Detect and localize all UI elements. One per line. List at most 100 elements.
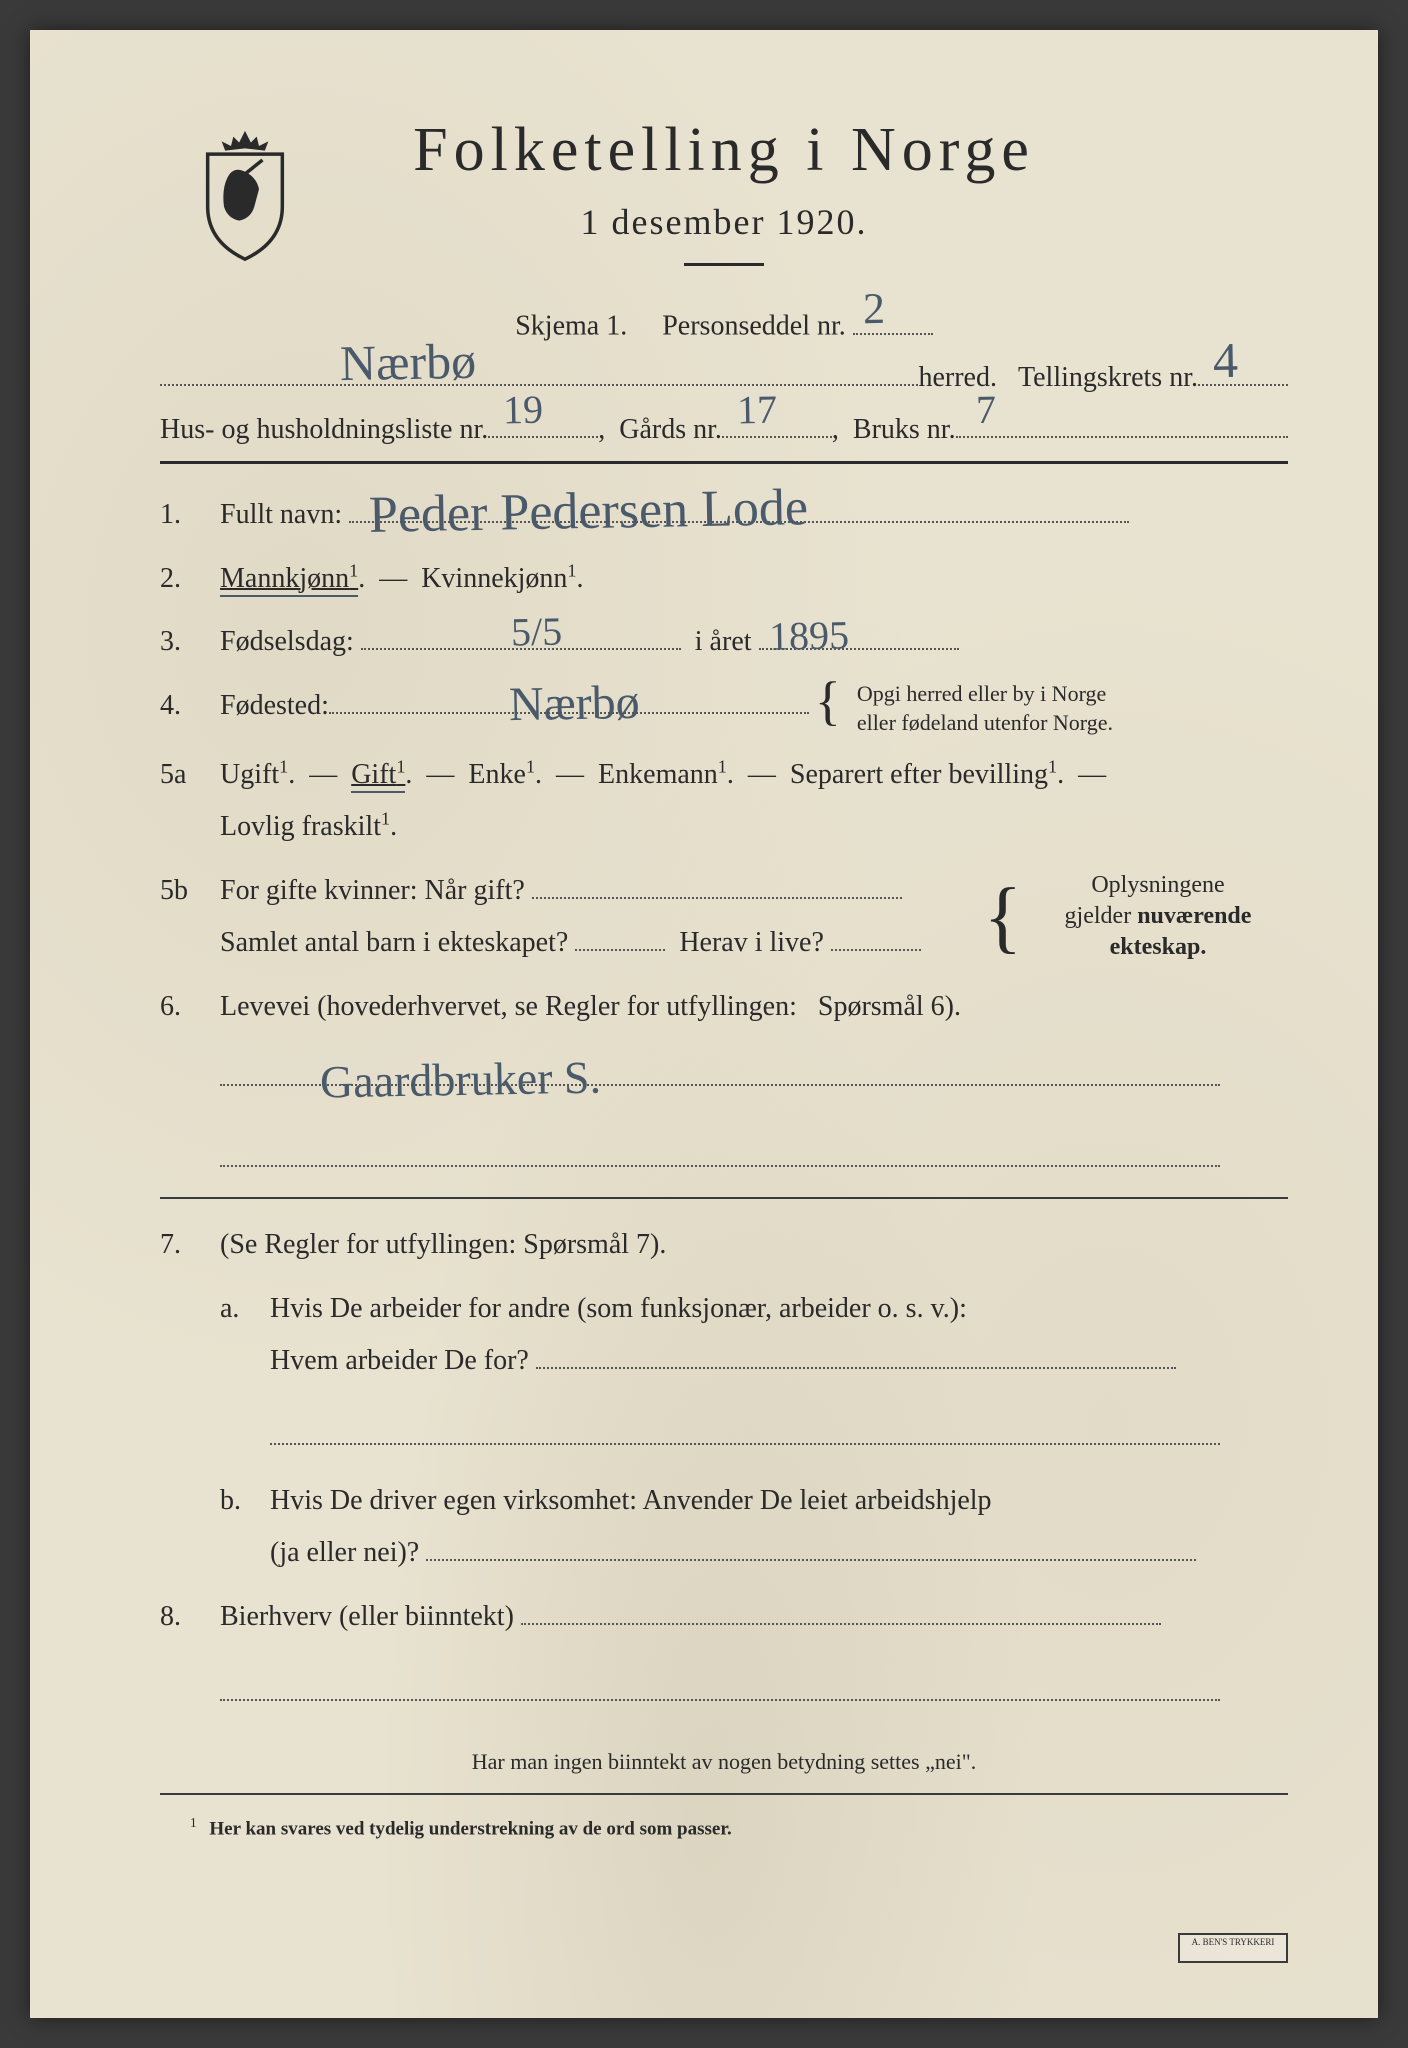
q5a-number: 5a <box>160 749 186 801</box>
personseddel-field: 2 <box>853 301 933 335</box>
q3: 3. Fødselsdag: 5/5 i året 1895 <box>160 616 1288 668</box>
q8-label: Bierhverv (eller biinntekt) <box>220 1601 514 1632</box>
q7a-letter: a. <box>220 1283 239 1335</box>
q4: 4. Fødested: Nærbø { Opgi herred eller b… <box>160 680 1288 737</box>
hus-value: 19 <box>503 386 544 434</box>
q7-intro: (Se Regler for utfyllingen: Spørsmål 7). <box>220 1229 666 1260</box>
q7a-field <box>536 1335 1176 1369</box>
q6-label: Levevei (hovederhvervet, se Regler for u… <box>220 991 797 1022</box>
gards-value: 17 <box>736 386 777 434</box>
brace-icon: { <box>815 680 841 723</box>
q7b-field <box>426 1527 1196 1561</box>
q3-year-label: i året <box>695 626 752 657</box>
hus-field: 19 <box>488 404 598 438</box>
q3-number: 3. <box>160 616 181 668</box>
q5b-field3 <box>831 917 921 951</box>
q5b-number: 5b <box>160 865 188 917</box>
q7a-line1: Hvis De arbeider for andre (som funksjon… <box>270 1293 967 1324</box>
q1-number: 1. <box>160 489 181 541</box>
q1-value: Peder Pedersen Lode <box>368 460 809 564</box>
q6-label2: Spørsmål 6). <box>818 991 961 1022</box>
q6-value: Gaardbruker S. <box>319 1035 601 1125</box>
q2-number: 2. <box>160 553 181 605</box>
herred-value: Nærbø <box>340 331 477 391</box>
personseddel-label: Personseddel nr. <box>662 311 846 342</box>
q8-number: 8. <box>160 1591 181 1643</box>
q5a-opt-3: Enkemann1 <box>598 759 727 790</box>
q5b-field1 <box>532 865 902 899</box>
q4-value: Nærbø <box>508 659 640 750</box>
q5b-field2 <box>575 917 665 951</box>
date-subtitle: 1 desember 1920. <box>160 201 1288 243</box>
q6-field: Gaardbruker S. <box>220 1052 1220 1086</box>
q2: 2. Mannkjønn1. — Kvinnekjønn1. <box>160 553 1288 605</box>
q2-male: Mannkjønn1 <box>220 563 358 597</box>
q8-field2 <box>220 1667 1220 1701</box>
q5b-line1: For gifte kvinner: Når gift? <box>220 875 525 906</box>
q5a: 5a Ugift1. — Gift1. — Enke1. — Enkemann1… <box>160 749 1288 853</box>
bruks-field: 7 <box>956 404 1288 438</box>
footnote-divider <box>160 1793 1288 1795</box>
section-divider <box>160 1197 1288 1199</box>
q6: 6. Levevei (hovederhvervet, se Regler fo… <box>160 981 1288 1186</box>
tellingskrets-value: 4 <box>1212 330 1238 388</box>
bruks-label: Bruks nr. <box>853 414 956 446</box>
q5a-opt-5: Lovlig fraskilt1 <box>220 811 390 842</box>
q4-label: Fødested: <box>220 680 329 732</box>
printer-stamp: A. BEN'S TRYKKERI <box>1178 1933 1288 1963</box>
brace-icon-2: { <box>984 885 1022 949</box>
q8-field <box>521 1591 1161 1625</box>
schema-line: Skjema 1. Personseddel nr. 2 <box>160 301 1288 343</box>
tellingskrets-label: Tellingskrets nr. <box>1018 362 1198 394</box>
q4-note: Opgi herred eller by i Norge eller fødel… <box>857 680 1113 737</box>
q5a-opt-1: Gift1 <box>351 759 405 793</box>
footnote-marker: 1 <box>190 1815 197 1830</box>
header: Folketelling i Norge 1 desember 1920. <box>160 115 1288 266</box>
census-form-page: Folketelling i Norge 1 desember 1920. Sk… <box>30 30 1378 2018</box>
q7a-line2: Hvem arbeider De for? <box>270 1345 529 1376</box>
q5a-opt-2: Enke1 <box>468 759 535 790</box>
gards-label: Gårds nr. <box>619 414 722 446</box>
hus-label: Hus- og husholdningsliste nr. <box>160 414 488 446</box>
personseddel-value: 2 <box>862 283 885 334</box>
q7b: b. Hvis De driver egen virksomhet: Anven… <box>160 1475 1288 1579</box>
footnote-rule: 1 Her kan svares ved tydelig understrekn… <box>160 1815 1288 1840</box>
q3-day-field: 5/5 <box>361 617 681 651</box>
herred-line: Nærbø herred. Tellingskrets nr. 4 <box>160 353 1288 395</box>
q7a-field2 <box>270 1412 1220 1446</box>
q5a-opt-4: Separert efter bevilling1 <box>790 759 1057 790</box>
bruks-value: 7 <box>975 386 996 433</box>
q3-year-value: 1895 <box>768 598 849 673</box>
main-title: Folketelling i Norge <box>160 115 1288 186</box>
q4-field: Nærbø <box>329 680 809 714</box>
q1-label: Fullt navn: <box>220 499 342 530</box>
q3-day-value: 5/5 <box>510 594 562 669</box>
q7b-letter: b. <box>220 1475 241 1527</box>
q7a: a. Hvis De arbeider for andre (som funks… <box>160 1283 1288 1463</box>
q6-field2 <box>220 1134 1220 1168</box>
q5b-line2b: Herav i live? <box>679 927 824 958</box>
q5b-left: For gifte kvinner: Når gift? Samlet anta… <box>220 865 978 969</box>
q5b-line2a: Samlet antal barn i ekteskapet? <box>220 927 568 958</box>
q6-number: 6. <box>160 981 181 1033</box>
q3-label: Fødselsdag: <box>220 626 354 657</box>
q1: 1. Fullt navn: Peder Pedersen Lode <box>160 489 1288 541</box>
q3-year-field: 1895 <box>759 617 959 651</box>
q7b-line2: (ja eller nei)? <box>270 1537 419 1568</box>
gards-field: 17 <box>722 404 832 438</box>
household-line: Hus- og husholdningsliste nr. 19 , Gårds… <box>160 404 1288 446</box>
q8: 8. Bierhverv (eller biinntekt) <box>160 1591 1288 1719</box>
tellingskrets-field: 4 <box>1198 353 1288 387</box>
divider <box>684 263 764 266</box>
q4-number: 4. <box>160 680 181 732</box>
q7b-line1: Hvis De driver egen virksomhet: Anvender… <box>270 1485 992 1516</box>
skjema-label: Skjema 1. <box>515 311 627 342</box>
q2-female: Kvinnekjønn1 <box>421 563 576 594</box>
q5b: 5b For gifte kvinner: Når gift? Samlet a… <box>160 865 1288 969</box>
herred-field: Nærbø <box>160 353 918 387</box>
q7: 7. (Se Regler for utfyllingen: Spørsmål … <box>160 1219 1288 1271</box>
q5a-opt-0: Ugift1 <box>220 759 288 790</box>
norway-crest-icon <box>185 125 305 265</box>
footnote-nei: Har man ingen biinntekt av nogen betydni… <box>160 1749 1288 1775</box>
q1-field: Peder Pedersen Lode <box>349 489 1129 523</box>
